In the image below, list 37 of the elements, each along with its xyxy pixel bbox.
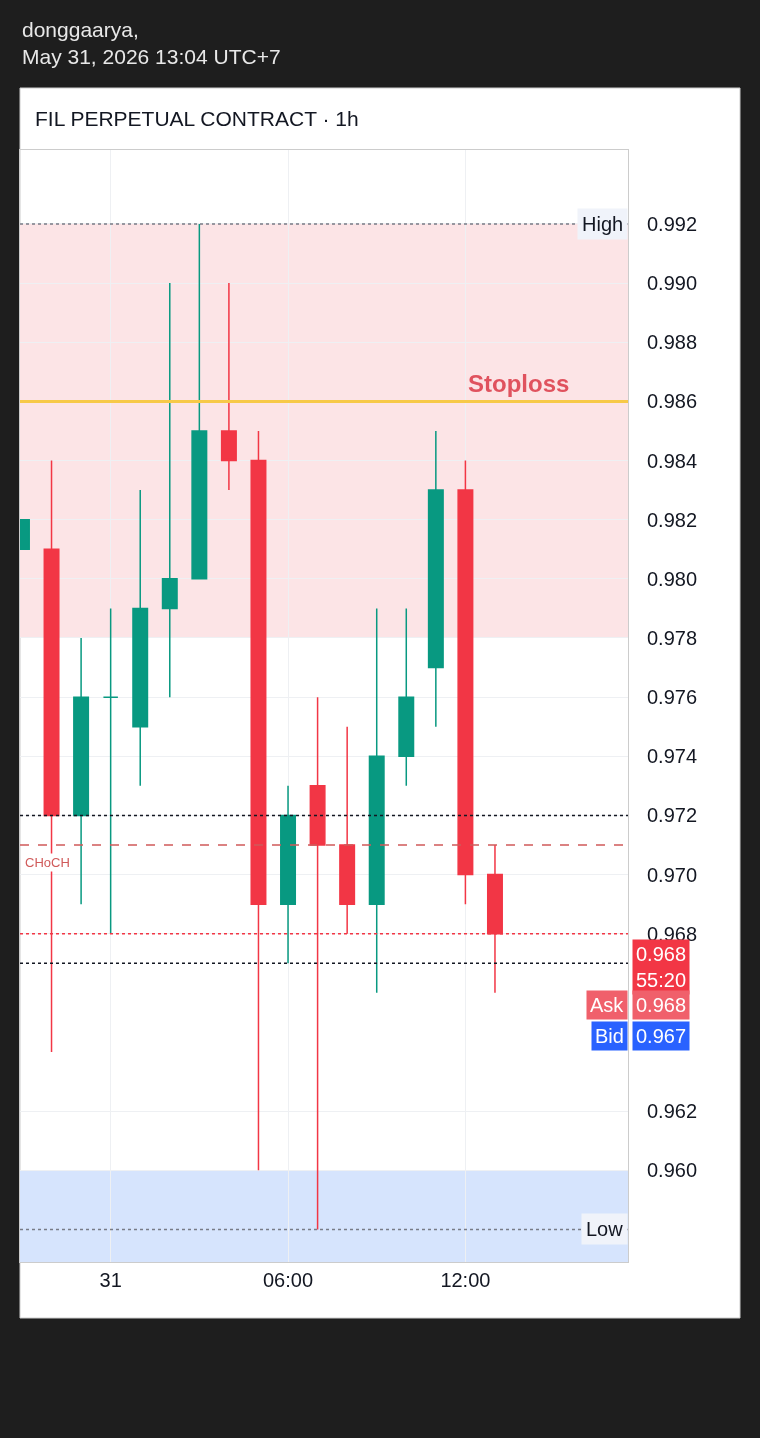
candlestick [220,282,237,491]
candlestick [368,607,385,994]
annotation: Bid [595,1025,624,1047]
ref-line-label: CHoCH [25,855,70,870]
y-tick-label: 0.962 [647,1100,698,1123]
x-tick-label: 06:00 [263,1269,314,1291]
text: 0.967 [636,1025,687,1047]
y-tick-label: 0.988 [647,331,698,354]
y-tick-label: 0.992 [647,212,698,235]
y-tick-label: 0.960 [647,1159,698,1182]
y-tick-label: 0.986 [647,390,698,413]
candlestick [191,223,208,580]
text: donggaarya, May 31, 2026 13:04 UTC+7 [22,18,281,69]
candlestick [132,489,149,787]
y-tick-label: 0.974 [647,745,698,768]
candlestick [102,607,119,935]
y-tick-label: 0.982 [647,508,698,531]
candlestick [280,785,297,965]
x-tick-label: 12:00 [440,1269,491,1291]
annotation: Ask [590,994,625,1016]
ref-line-label: High [582,213,624,235]
y-tick-label: 0.978 [647,626,698,649]
candlestick [73,637,90,905]
ref-line-label: Stoploss [468,370,570,397]
text: 0.968 55:20 [636,943,687,991]
y-tick-label: 0.980 [647,567,698,590]
candlestick [161,282,178,698]
y-tick-label: 0.972 [647,804,698,827]
y-tick-label: 0.970 [647,863,698,886]
candlestick [398,607,415,787]
candlestick [427,430,444,728]
y-tick-label: 0.990 [647,272,698,295]
x-tick-label: 31 [99,1269,122,1291]
chart-title: FIL PERPETUAL CONTRACT · 1h [35,107,359,131]
ref-line-label: Low [586,1218,624,1240]
y-tick-label: 0.984 [647,449,698,472]
y-tick-label: 0.976 [647,686,698,709]
